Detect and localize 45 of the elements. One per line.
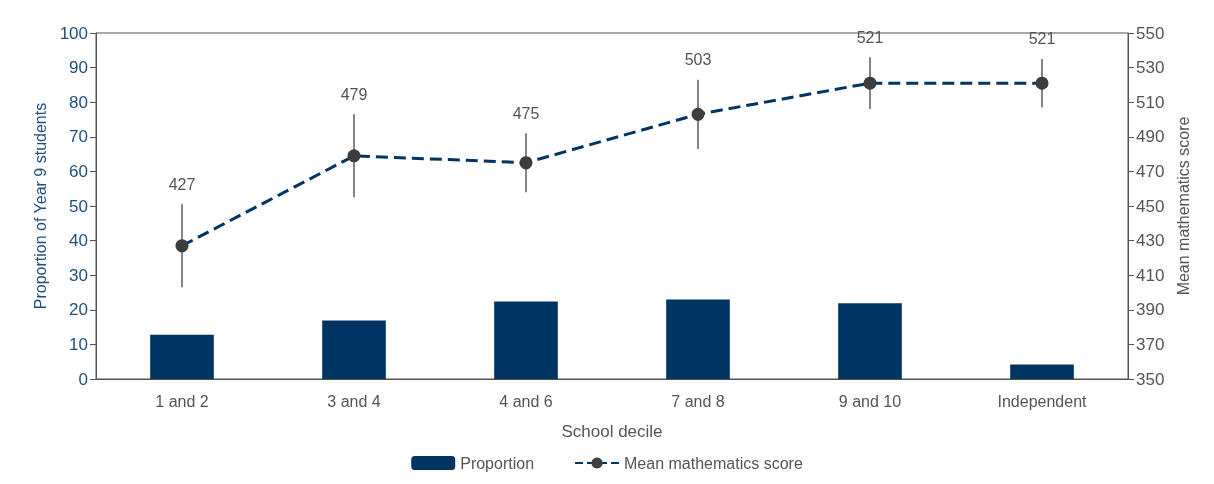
- y2-tick-label: 450: [1136, 196, 1165, 216]
- data-label: 479: [340, 85, 368, 103]
- y2-tick-label: 530: [1136, 58, 1165, 78]
- y-tick-label: 90: [69, 58, 88, 78]
- x-tick-label: 3 and 4: [327, 392, 381, 410]
- bar: [150, 334, 214, 379]
- y2-tick-label: 490: [1136, 127, 1165, 147]
- x-axis-title: School decile: [561, 422, 663, 441]
- y-axis-title: Proportion of Year 9 students: [32, 102, 50, 310]
- y2-axis-title: Mean mathematics score: [1174, 116, 1192, 296]
- bar: [322, 320, 386, 379]
- x-tick-label: Independent: [997, 392, 1088, 410]
- legend-label: Mean mathematics score: [624, 454, 803, 472]
- y-tick-label: 10: [69, 334, 88, 354]
- y-tick-label: 70: [69, 127, 88, 147]
- bar: [494, 301, 558, 379]
- y2-tick-label: 350: [1136, 369, 1165, 389]
- x-tick-label: 4 and 6: [499, 392, 553, 410]
- y-tick-label: 20: [69, 300, 88, 320]
- bar: [838, 303, 902, 379]
- data-label: 521: [1028, 30, 1056, 48]
- y2-tick-label: 410: [1136, 265, 1165, 285]
- x-tick-label: 7 and 8: [671, 392, 725, 410]
- bar: [666, 299, 730, 379]
- y2-tick-label: 430: [1136, 231, 1165, 251]
- y-tick-label: 50: [69, 196, 88, 216]
- data-label: 475: [512, 104, 540, 122]
- data-label: 427: [168, 175, 196, 193]
- y-tick-label: 60: [69, 161, 88, 181]
- y-tick-label: 30: [69, 265, 88, 285]
- data-label: 503: [684, 51, 712, 69]
- y-tick-label: 0: [78, 369, 88, 389]
- data-label: 521: [856, 28, 884, 46]
- legend-label: Proportion: [460, 454, 535, 472]
- y-tick-label: 100: [59, 23, 88, 43]
- y2-tick-label: 550: [1136, 23, 1165, 43]
- bar: [1010, 364, 1074, 379]
- y2-tick-label: 470: [1136, 161, 1165, 181]
- x-tick-label: 1 and 2: [155, 392, 209, 410]
- y2-tick-label: 510: [1136, 92, 1165, 112]
- y-tick-label: 40: [69, 231, 88, 251]
- y2-tick-label: 370: [1136, 334, 1165, 354]
- y-tick-label: 80: [69, 92, 88, 112]
- y2-tick-label: 390: [1136, 300, 1165, 320]
- x-tick-label: 9 and 10: [838, 392, 902, 410]
